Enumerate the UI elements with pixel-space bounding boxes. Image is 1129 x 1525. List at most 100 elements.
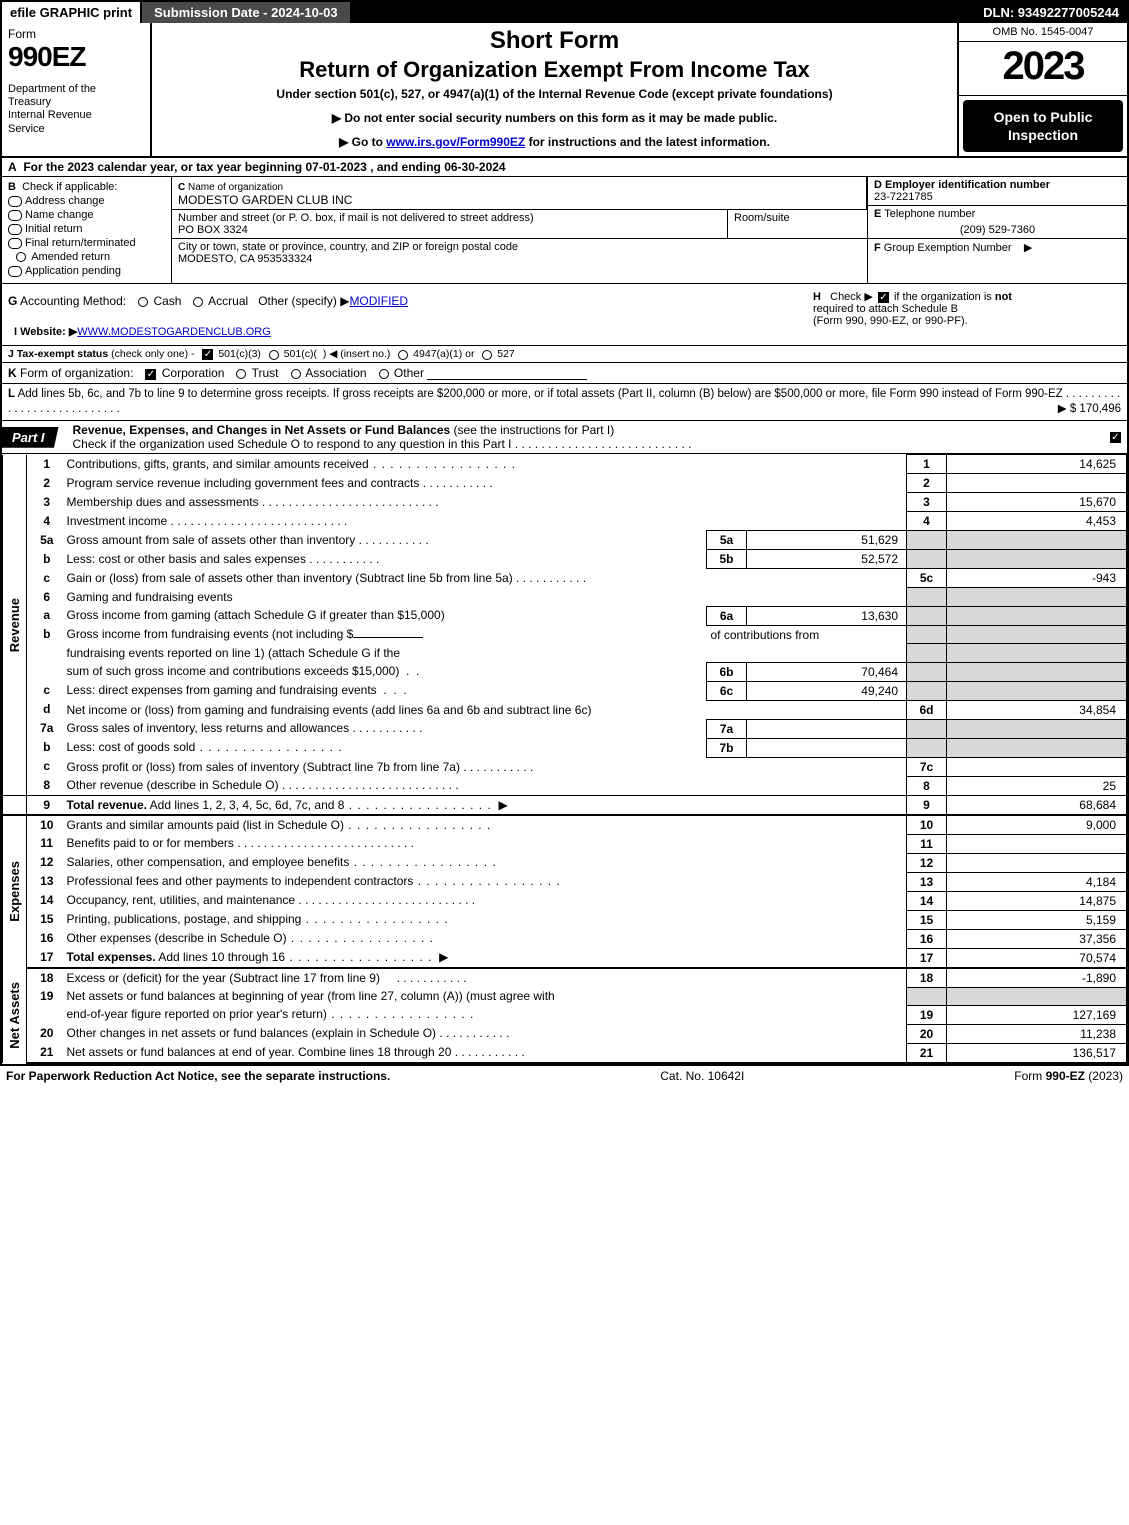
radio-cash[interactable] [138,297,148,307]
line-15-val: 5,159 [947,910,1127,929]
part1-title-bold: Revenue, Expenses, and Changes in Net As… [73,423,451,437]
room-label: Room/suite [734,212,790,224]
line-6b-desc2: fundraising events reported on line 1) (… [67,646,401,660]
line-3-val: 15,670 [947,493,1127,512]
radio-accrual[interactable] [193,297,203,307]
line-13-val: 4,184 [947,872,1127,891]
opt-association: Association [305,366,366,380]
line-6b-sub: 6b [707,662,747,681]
line-14-box: 14 [907,891,947,910]
line-19-num: 19 [27,987,63,1024]
line-1-box: 1 [907,455,947,474]
opt-corporation: Corporation [162,366,225,380]
l-amount: $ 170,496 [1070,403,1121,415]
line-6c-subval: 49,240 [747,681,907,700]
line-7a-subval [747,719,907,738]
d-title: Employer identification number [885,179,1050,191]
checkbox-501c3[interactable]: ✓ [202,349,213,360]
checkbox-initial-return[interactable] [8,224,22,235]
line-20-val: 11,238 [947,1024,1127,1043]
instr2-pre: ▶ Go to [339,135,386,149]
g-title: Accounting Method: [20,294,126,308]
radio-501c[interactable] [269,350,279,360]
line-5c-box: 5c [907,569,947,588]
e-title: Telephone number [884,208,975,220]
checkbox-name-change[interactable] [8,210,22,221]
radio-527[interactable] [482,350,492,360]
line-6a-sub: 6a [707,606,747,625]
opt-501c-post: ) ◀ (insert no.) [323,348,391,360]
opt-name-change: Name change [25,209,94,221]
header-center: Short Form Return of Organization Exempt… [152,23,957,156]
checkbox-schedule-o[interactable]: ✓ [1110,432,1121,443]
radio-other[interactable] [379,369,389,379]
line-7a-sub: 7a [707,719,747,738]
line-1-val: 14,625 [947,455,1127,474]
line-19-val: 127,169 [947,1005,1127,1024]
k-label: K [8,366,17,380]
city-label: City or town, state or province, country… [178,241,518,253]
line-17-arrow: ▶ [439,950,448,964]
line-7b-subval [747,738,907,757]
line-16-box: 16 [907,929,947,948]
line-7c-box: 7c [907,757,947,776]
line-6d-box: 6d [907,700,947,719]
section-j: J Tax-exempt status (check only one) - ✓… [2,346,1127,363]
line-9-arrow: ▶ [498,798,507,812]
section-bcdef: B Check if applicable: Address change Na… [2,177,1127,284]
checkbox-amended-return[interactable] [16,252,26,262]
line-14-val: 14,875 [947,891,1127,910]
side-label-netassets: Net Assets [7,982,22,1049]
opt-501c3: 501(c)(3) [218,348,261,360]
checkbox-address-change[interactable] [8,196,22,207]
line-5c-val: -943 [947,569,1127,588]
section-k: K Form of organization: ✓ Corporation Tr… [2,363,1127,384]
line-6c-sub: 6c [707,681,747,700]
telephone-value: (209) 529-7360 [874,220,1121,236]
side-label-expenses: Expenses [7,861,22,922]
website-value[interactable]: WWW.MODESTOGARDENCLUB.ORG [77,326,271,338]
line-12-num: 12 [27,853,63,872]
line-20-desc: Other changes in net assets or fund bala… [67,1026,437,1040]
line-6a-subval: 13,630 [747,606,907,625]
opt-address-change: Address change [25,195,105,207]
section-l: L Add lines 5b, 6c, and 7b to line 9 to … [2,384,1127,421]
section-c: C Name of organization MODESTO GARDEN CL… [172,177,867,283]
checkbox-corporation[interactable]: ✓ [145,369,156,380]
opt-527: 527 [497,348,515,360]
efile-label: efile GRAPHIC print [2,2,142,23]
line-7a-desc: Gross sales of inventory, less returns a… [67,721,350,735]
line-6-num: 6 [27,588,63,607]
f-label: F [874,242,881,254]
radio-trust[interactable] [236,369,246,379]
j-label: J [8,348,14,360]
line-21-num: 21 [27,1043,63,1063]
ein-value: 23-7221785 [874,191,933,203]
line-8-desc: Other revenue (describe in Schedule O) [67,778,279,792]
g-other-value[interactable]: MODIFIED [349,294,408,308]
line-5b-num: b [27,550,63,569]
line-7b-desc: Less: cost of goods sold [67,740,196,754]
form-subtitle: Under section 501(c), 527, or 4947(a)(1)… [160,87,949,101]
line-12-box: 12 [907,853,947,872]
line-13-num: 13 [27,872,63,891]
checkbox-final-return[interactable] [8,238,22,249]
line-7c-desc: Gross profit or (loss) from sales of inv… [67,760,460,774]
g-other-label: Other (specify) ▶ [258,294,349,308]
line-2-box: 2 [907,474,947,493]
line-14-num: 14 [27,891,63,910]
l-label: L [8,388,15,400]
h-line2: required to attach Schedule B [813,303,958,315]
line-18-desc: Excess or (deficit) for the year (Subtra… [67,971,380,985]
line-17-box: 17 [907,948,947,968]
line-9-num: 9 [27,795,63,815]
checkbox-application-pending[interactable] [8,266,22,277]
i-label: I [14,326,17,338]
irs-link[interactable]: www.irs.gov/Form990EZ [386,135,525,149]
line-4-box: 4 [907,512,947,531]
j-title: Tax-exempt status [17,348,108,360]
radio-4947[interactable] [398,350,408,360]
radio-association[interactable] [291,369,301,379]
checkbox-h-checked[interactable]: ✓ [878,292,889,303]
addr-label: Number and street (or P. O. box, if mail… [178,212,534,224]
